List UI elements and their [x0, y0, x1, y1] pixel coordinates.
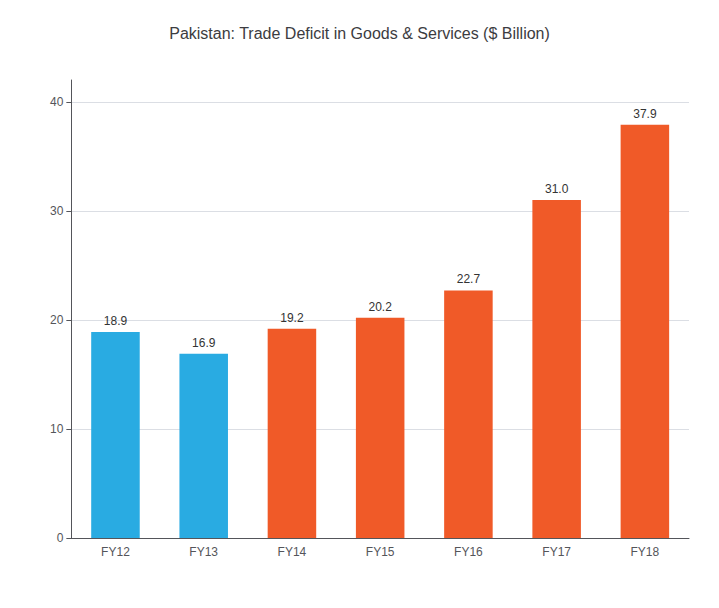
svg-text:FY14: FY14 — [278, 545, 307, 559]
svg-text:30: 30 — [50, 204, 64, 218]
svg-text:Pakistan: Trade Deficit in Goo: Pakistan: Trade Deficit in Goods & Servi… — [169, 25, 550, 42]
svg-text:FY18: FY18 — [631, 545, 660, 559]
svg-text:16.9: 16.9 — [192, 336, 216, 350]
svg-text:FY15: FY15 — [366, 545, 395, 559]
svg-text:0: 0 — [57, 531, 64, 545]
svg-text:19.2: 19.2 — [280, 311, 304, 325]
svg-text:FY13: FY13 — [189, 545, 218, 559]
svg-text:20: 20 — [50, 313, 64, 327]
svg-text:FY17: FY17 — [542, 545, 571, 559]
svg-text:FY12: FY12 — [101, 545, 130, 559]
svg-text:18.9: 18.9 — [104, 314, 128, 328]
svg-text:40: 40 — [50, 95, 64, 109]
svg-text:31.0: 31.0 — [545, 182, 569, 196]
svg-text:22.7: 22.7 — [457, 272, 481, 286]
svg-text:10: 10 — [50, 422, 64, 436]
svg-text:37.9: 37.9 — [633, 107, 657, 121]
svg-text:20.2: 20.2 — [368, 300, 392, 314]
svg-text:FY16: FY16 — [454, 545, 483, 559]
